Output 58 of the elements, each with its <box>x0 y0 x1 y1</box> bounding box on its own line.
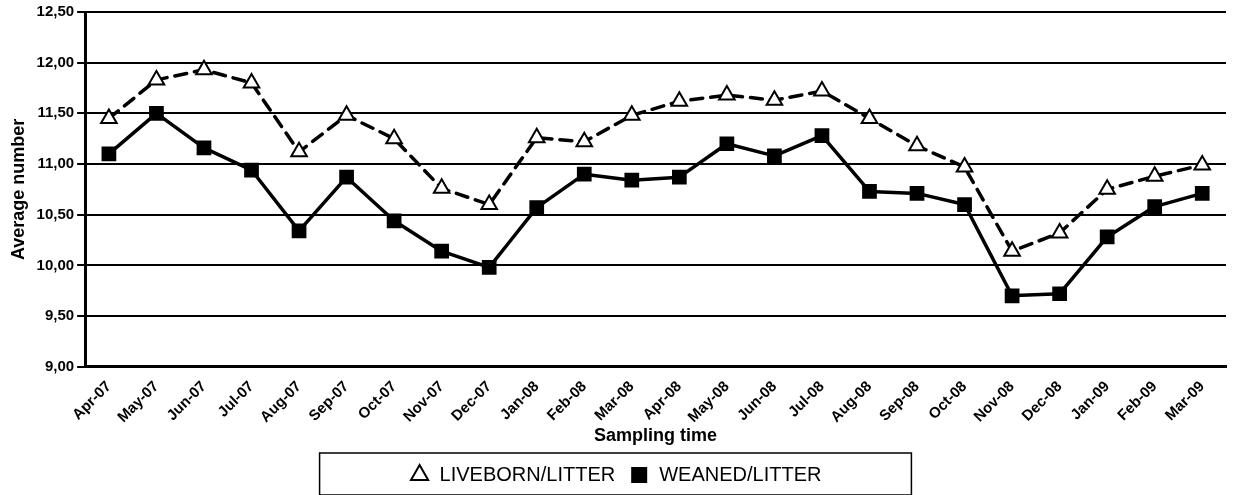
point <box>909 186 925 201</box>
point <box>813 81 831 97</box>
point <box>670 91 689 107</box>
legend-label: WEANED/LITTER <box>659 462 822 485</box>
x-axis-title: Sampling time <box>594 425 718 446</box>
y-tick-label: 10,50 <box>36 204 75 222</box>
point <box>149 105 164 121</box>
point <box>765 90 784 106</box>
point <box>101 146 117 162</box>
y-tick-label: 11,00 <box>37 154 75 172</box>
y-tick-label: 12,00 <box>36 52 75 70</box>
point <box>339 169 354 185</box>
point <box>147 69 166 86</box>
point <box>862 184 877 199</box>
point <box>480 194 498 211</box>
point <box>195 59 213 76</box>
y-tick-label: 11,50 <box>37 103 75 121</box>
point <box>955 157 974 173</box>
point <box>290 141 308 158</box>
point <box>244 162 259 178</box>
point <box>576 166 592 182</box>
point <box>624 172 640 188</box>
point <box>718 85 736 101</box>
point <box>1052 286 1067 302</box>
point <box>291 223 307 239</box>
point <box>481 260 497 275</box>
point <box>1193 155 1212 171</box>
point <box>719 136 735 152</box>
point <box>908 135 926 152</box>
point <box>623 105 641 121</box>
point <box>575 131 594 148</box>
point <box>1145 166 1164 182</box>
point <box>767 148 782 164</box>
point <box>529 200 545 215</box>
point <box>386 213 402 229</box>
point <box>1004 288 1020 304</box>
legend-label: LIVEBORN/LITTER <box>439 462 616 485</box>
point <box>814 128 830 144</box>
y-tick-label: 9,50 <box>44 306 75 324</box>
y-tick-label: 9,00 <box>44 356 75 374</box>
point <box>196 140 212 156</box>
y-axis-title: Average number <box>7 118 28 261</box>
point <box>242 72 261 89</box>
point <box>100 108 118 124</box>
point <box>671 169 687 185</box>
point <box>434 243 450 259</box>
point <box>1194 186 1210 201</box>
point <box>1099 229 1115 245</box>
point <box>957 197 972 212</box>
point <box>337 105 356 121</box>
point <box>527 127 546 144</box>
point <box>1098 179 1116 195</box>
point <box>860 108 879 124</box>
y-tick-label: 12,50 <box>36 2 75 20</box>
y-tick-label: 10,00 <box>36 255 75 273</box>
point <box>1147 199 1163 214</box>
point <box>385 128 403 145</box>
point <box>432 178 451 194</box>
